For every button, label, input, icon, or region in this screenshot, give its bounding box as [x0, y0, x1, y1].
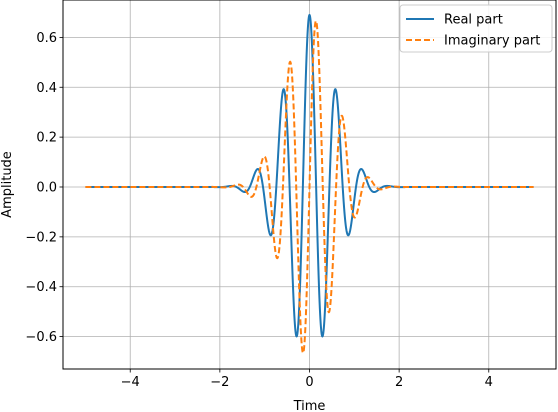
x-tick-label: 4 [485, 375, 493, 390]
y-axis-label: Amplitude [0, 151, 15, 218]
y-tick-label: 0.0 [36, 180, 57, 195]
legend-label-real: Real part [444, 13, 503, 28]
y-tick-label: 0.6 [36, 31, 57, 46]
legend-box [399, 4, 553, 53]
series-line-imag [84, 19, 535, 355]
legend: Real part Imaginary part [399, 4, 553, 53]
x-tick-label: 0 [305, 375, 313, 390]
y-tick-label: 0.2 [36, 131, 57, 146]
y-tick-label: 0.4 [36, 81, 57, 96]
y-tick-label: −0.6 [25, 330, 57, 345]
x-axis-label: Time [293, 399, 326, 412]
legend-label-imag: Imaginary part [444, 34, 540, 49]
y-tick-label: −0.4 [25, 280, 57, 295]
x-tick-label: 2 [395, 375, 403, 390]
ticks: −4 −2 0 2 4 −0.6 −0.4 −0.2 0.0 0.2 0.4 0.6 [25, 31, 492, 390]
x-tick-label: −4 [121, 375, 140, 390]
x-tick-label: −2 [210, 375, 229, 390]
series-layer [84, 13, 535, 355]
y-tick-label: −0.2 [25, 230, 57, 245]
